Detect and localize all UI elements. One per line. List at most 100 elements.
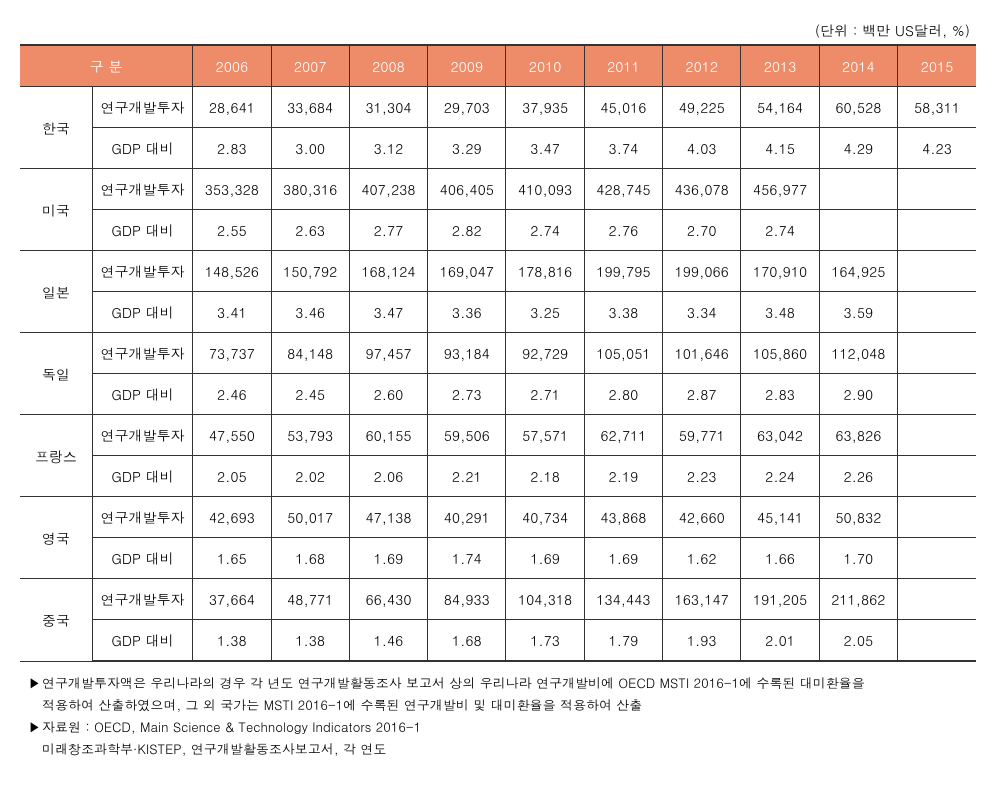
cell-gdp: 2.80 xyxy=(584,374,662,415)
country-name: 영국 xyxy=(20,497,92,579)
table-row: GDP 대비2.462.452.602.732.712.802.872.832.… xyxy=(20,374,976,415)
cell-investment: 199,795 xyxy=(584,251,662,292)
cell-investment: 58,311 xyxy=(898,87,976,128)
cell-gdp: 1.70 xyxy=(819,538,897,579)
cell-gdp: 3.59 xyxy=(819,292,897,333)
cell-gdp: 1.69 xyxy=(506,538,584,579)
cell-gdp: 4.29 xyxy=(819,128,897,169)
cell-gdp: 3.36 xyxy=(428,292,506,333)
cell-investment: 48,771 xyxy=(271,579,349,620)
country-name: 중국 xyxy=(20,579,92,662)
cell-investment: 211,862 xyxy=(819,579,897,620)
cell-investment: 428,745 xyxy=(584,169,662,210)
cell-investment: 84,148 xyxy=(271,333,349,374)
cell-gdp: 2.19 xyxy=(584,456,662,497)
cell-gdp xyxy=(898,620,976,662)
cell-gdp: 2.26 xyxy=(819,456,897,497)
cell-investment: 164,925 xyxy=(819,251,897,292)
header-year: 2015 xyxy=(898,45,976,87)
header-year: 2012 xyxy=(663,45,741,87)
cell-investment: 50,832 xyxy=(819,497,897,538)
footnote-text: 적용하여 산출하였으며, 그 외 국가는 MSTI 2016-1에 수록된 연구… xyxy=(28,694,976,716)
metric-label: 연구개발투자 xyxy=(92,415,192,456)
cell-gdp: 2.71 xyxy=(506,374,584,415)
cell-investment: 45,141 xyxy=(741,497,819,538)
footnotes: ▶ 연구개발투자액은 우리나라의 경우 각 년도 연구개발활동조사 보고서 상의… xyxy=(20,672,976,760)
cell-gdp: 3.00 xyxy=(271,128,349,169)
cell-investment: 37,664 xyxy=(193,579,271,620)
metric-label: GDP 대비 xyxy=(92,620,192,662)
cell-investment: 191,205 xyxy=(741,579,819,620)
cell-investment: 170,910 xyxy=(741,251,819,292)
cell-investment: 47,138 xyxy=(349,497,427,538)
cell-investment: 28,641 xyxy=(193,87,271,128)
table-row: GDP 대비2.052.022.062.212.182.192.232.242.… xyxy=(20,456,976,497)
cell-investment: 410,093 xyxy=(506,169,584,210)
cell-gdp xyxy=(898,456,976,497)
country-name: 독일 xyxy=(20,333,92,415)
cell-gdp: 4.03 xyxy=(663,128,741,169)
cell-investment: 456,977 xyxy=(741,169,819,210)
footnote-text: 연구개발투자액은 우리나라의 경우 각 년도 연구개발활동조사 보고서 상의 우… xyxy=(42,672,976,694)
cell-investment: 40,291 xyxy=(428,497,506,538)
cell-investment: 199,066 xyxy=(663,251,741,292)
cell-investment: 73,737 xyxy=(193,333,271,374)
cell-gdp: 4.23 xyxy=(898,128,976,169)
table-row: 미국연구개발투자353,328380,316407,238406,405410,… xyxy=(20,169,976,210)
cell-investment: 60,528 xyxy=(819,87,897,128)
cell-investment xyxy=(898,415,976,456)
cell-gdp: 2.06 xyxy=(349,456,427,497)
header-year: 2011 xyxy=(584,45,662,87)
header-year: 2010 xyxy=(506,45,584,87)
cell-gdp: 2.90 xyxy=(819,374,897,415)
cell-gdp: 3.46 xyxy=(271,292,349,333)
cell-investment: 33,684 xyxy=(271,87,349,128)
cell-investment xyxy=(898,333,976,374)
cell-gdp: 3.29 xyxy=(428,128,506,169)
footnote-text: 미래창조과학부·KISTEP, 연구개발활동조사보고서, 각 연도 xyxy=(28,738,976,760)
cell-gdp: 2.82 xyxy=(428,210,506,251)
cell-investment: 53,793 xyxy=(271,415,349,456)
cell-gdp: 2.46 xyxy=(193,374,271,415)
cell-gdp: 3.12 xyxy=(349,128,427,169)
header-year: 2006 xyxy=(193,45,271,87)
footnote-text: 자료원 : OECD, Main Science & Technology In… xyxy=(42,716,976,738)
cell-investment: 45,016 xyxy=(584,87,662,128)
cell-gdp: 3.25 xyxy=(506,292,584,333)
header-year: 2007 xyxy=(271,45,349,87)
country-name: 미국 xyxy=(20,169,92,251)
cell-investment xyxy=(898,497,976,538)
cell-gdp xyxy=(898,210,976,251)
cell-investment: 101,646 xyxy=(663,333,741,374)
cell-gdp: 3.41 xyxy=(193,292,271,333)
cell-gdp: 1.68 xyxy=(271,538,349,579)
cell-gdp: 1.46 xyxy=(349,620,427,662)
cell-gdp: 2.76 xyxy=(584,210,662,251)
header-year: 2009 xyxy=(428,45,506,87)
cell-investment: 59,506 xyxy=(428,415,506,456)
cell-investment: 105,051 xyxy=(584,333,662,374)
cell-investment: 84,933 xyxy=(428,579,506,620)
cell-gdp: 1.68 xyxy=(428,620,506,662)
table-row: GDP 대비3.413.463.473.363.253.383.343.483.… xyxy=(20,292,976,333)
cell-investment: 148,526 xyxy=(193,251,271,292)
cell-gdp: 1.93 xyxy=(663,620,741,662)
cell-investment: 47,550 xyxy=(193,415,271,456)
cell-gdp: 2.05 xyxy=(193,456,271,497)
cell-gdp: 3.48 xyxy=(741,292,819,333)
cell-investment: 59,771 xyxy=(663,415,741,456)
cell-gdp: 2.18 xyxy=(506,456,584,497)
cell-investment: 57,571 xyxy=(506,415,584,456)
metric-label: GDP 대비 xyxy=(92,210,192,251)
cell-gdp: 2.77 xyxy=(349,210,427,251)
cell-investment: 150,792 xyxy=(271,251,349,292)
cell-gdp: 3.34 xyxy=(663,292,741,333)
cell-investment: 54,164 xyxy=(741,87,819,128)
table-container: (단위 : 백만 US달러, %) 구 분 2006 2007 2008 200… xyxy=(20,20,976,760)
cell-investment: 380,316 xyxy=(271,169,349,210)
cell-investment: 104,318 xyxy=(506,579,584,620)
cell-gdp: 1.69 xyxy=(584,538,662,579)
cell-investment: 134,443 xyxy=(584,579,662,620)
cell-investment xyxy=(819,169,897,210)
country-name: 프랑스 xyxy=(20,415,92,497)
